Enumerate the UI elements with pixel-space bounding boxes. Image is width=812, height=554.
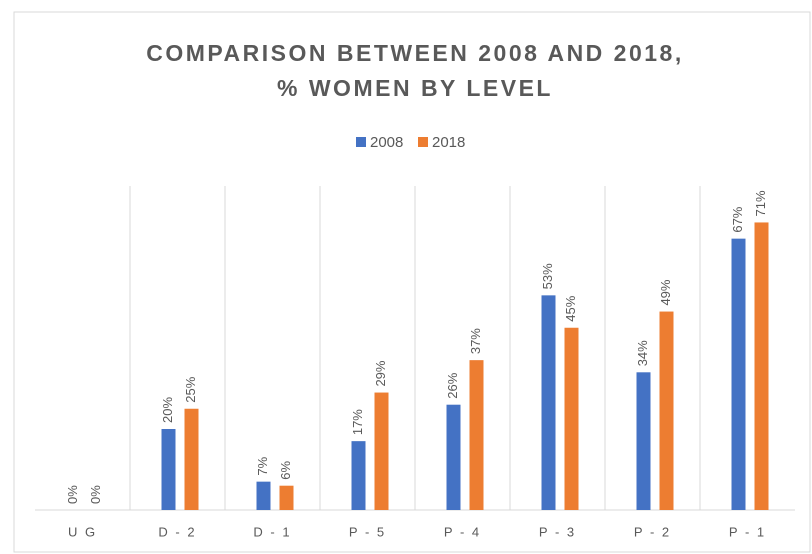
value-label: 0%	[65, 485, 80, 504]
bar	[256, 481, 271, 510]
bar	[754, 222, 769, 510]
bar	[469, 360, 484, 510]
bar	[161, 429, 176, 510]
x-tick-label: P - 5	[349, 524, 386, 539]
value-label: 26%	[445, 372, 460, 398]
bar	[184, 408, 199, 510]
value-label: 45%	[563, 295, 578, 321]
x-tick-label: U G	[68, 524, 97, 539]
value-label: 67%	[730, 206, 745, 232]
value-label: 37%	[468, 328, 483, 354]
x-tick-label: D - 1	[253, 524, 291, 539]
bar	[636, 372, 651, 510]
value-label: 7%	[255, 456, 270, 475]
value-label: 6%	[278, 460, 293, 479]
value-label: 53%	[540, 263, 555, 289]
x-tick-label: P - 2	[634, 524, 671, 539]
chart-title: % WOMEN BY LEVEL	[277, 75, 553, 101]
legend-swatch	[356, 137, 366, 147]
value-label: 34%	[635, 340, 650, 366]
bar	[446, 404, 461, 510]
chart-border	[13, 11, 811, 553]
value-label: 49%	[658, 279, 673, 305]
legend-label: 2018	[432, 134, 465, 151]
legend-swatch	[418, 137, 428, 147]
x-tick-label: P - 3	[539, 524, 576, 539]
bar	[374, 392, 389, 510]
legend-label: 2008	[370, 134, 403, 151]
bar	[731, 238, 746, 510]
x-tick-label: P - 4	[444, 524, 481, 539]
bar	[659, 311, 674, 510]
x-tick-label: P - 1	[729, 524, 766, 539]
value-label: 71%	[753, 190, 768, 216]
value-label: 17%	[350, 409, 365, 435]
value-label: 0%	[88, 485, 103, 504]
bar	[351, 441, 366, 510]
x-tick-label: D - 2	[158, 524, 196, 539]
bar	[279, 485, 294, 510]
value-label: 25%	[183, 376, 198, 402]
bar	[564, 327, 579, 510]
value-label: 20%	[160, 397, 175, 423]
value-label: 29%	[373, 360, 388, 386]
chart-title: COMPARISON BETWEEN 2008 AND 2018,	[146, 40, 684, 66]
bar	[541, 295, 556, 510]
